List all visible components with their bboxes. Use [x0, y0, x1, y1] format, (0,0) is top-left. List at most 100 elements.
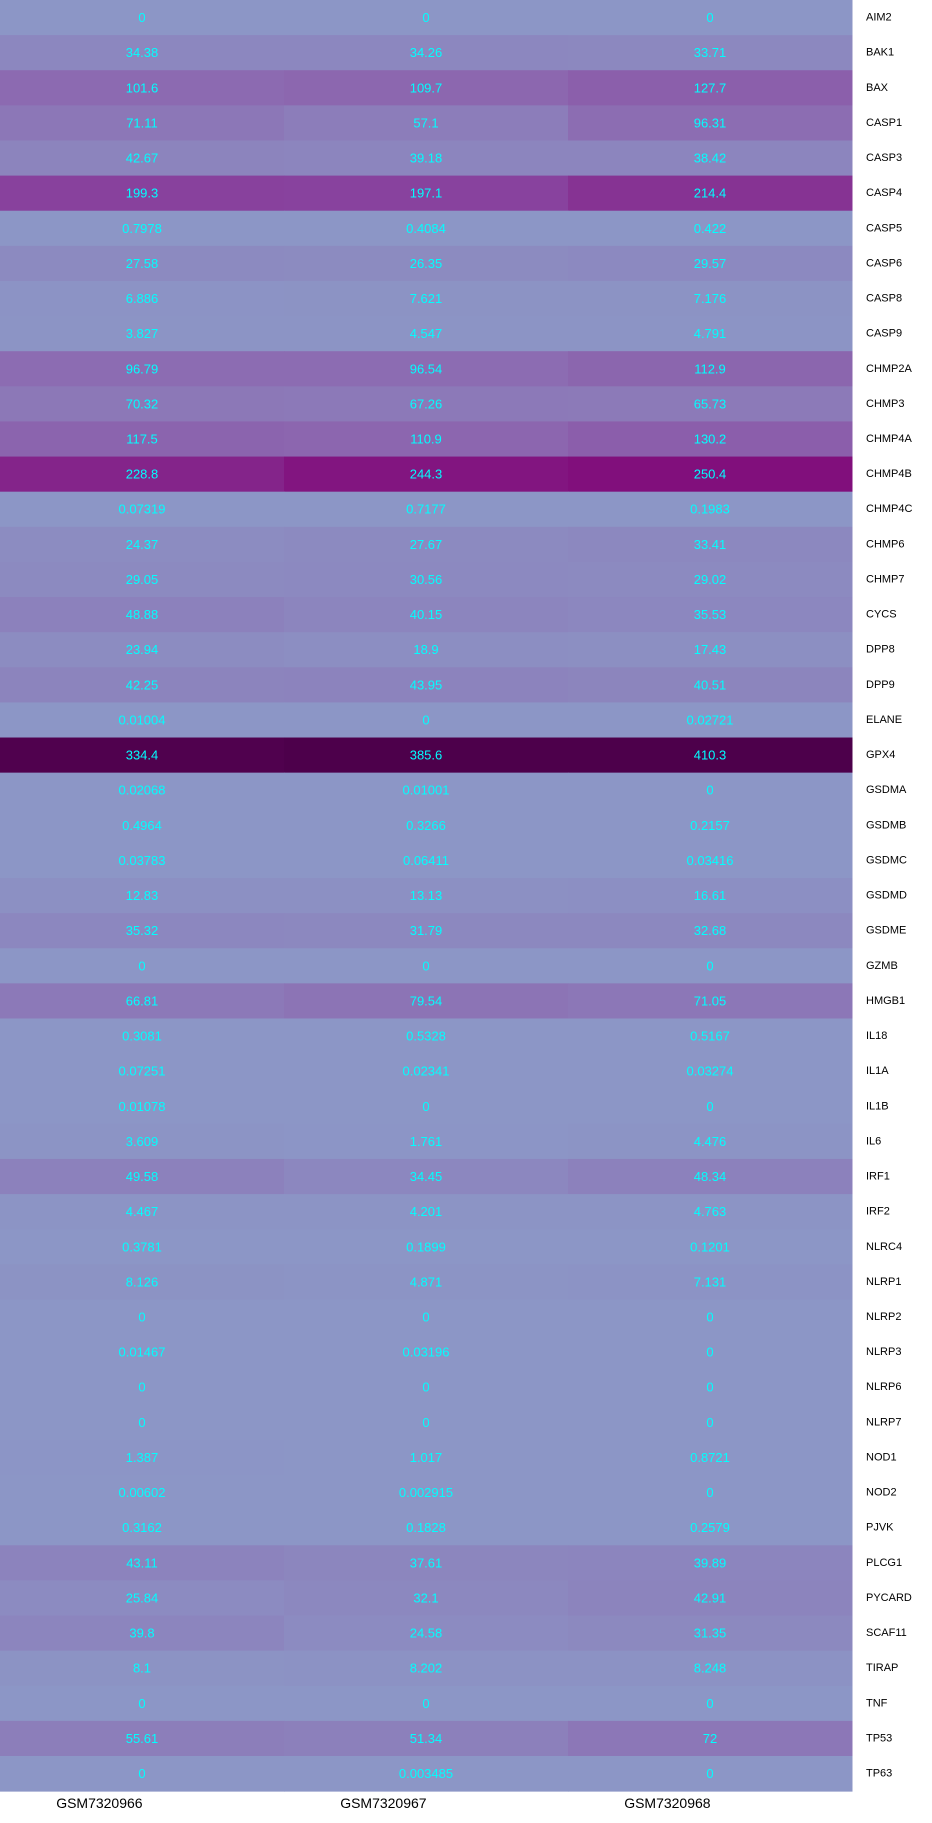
- gene-label: IL18: [866, 1030, 887, 1042]
- heatmap-cell: [568, 140, 853, 177]
- heatmap-cell: [568, 245, 853, 282]
- gene-label: IL1A: [866, 1065, 889, 1077]
- heatmap-cell: [0, 0, 285, 36]
- heatmap-cell-value: 31.35: [694, 1626, 727, 1641]
- heatmap-cell-value: 0.7978: [122, 221, 162, 236]
- heatmap-cell: [0, 491, 285, 528]
- heatmap-cell: [0, 1756, 285, 1792]
- heatmap-cell-value: 8.1: [133, 1661, 151, 1676]
- heatmap-cell-value: 250.4: [694, 467, 727, 482]
- heatmap-cell-value: 0.02721: [687, 712, 734, 727]
- heatmap-cell-value: 410.3: [694, 748, 727, 763]
- heatmap-cell-value: 0.5167: [690, 1029, 730, 1044]
- gene-label: PLCG1: [866, 1557, 902, 1569]
- heatmap-cell-value: 0.07251: [119, 1064, 166, 1079]
- heatmap-cell-value: 27.67: [410, 537, 443, 552]
- heatmap-cell-value: 32.1: [413, 1590, 438, 1605]
- heatmap-cell-values: 0 0 0 34.38 34.26 33.71 101.6 109.7 127.7 71.11 57…: [119, 10, 734, 1781]
- gene-label: CASP1: [866, 117, 902, 129]
- heatmap-cell-value: 0: [706, 783, 713, 798]
- heatmap-cell: [284, 175, 569, 212]
- heatmap-cell: [0, 983, 285, 1019]
- heatmap-cell: [0, 175, 285, 212]
- heatmap-cell: [568, 667, 853, 703]
- heatmap-cell: [568, 491, 853, 528]
- heatmap-cell-value: 67.26: [410, 396, 443, 411]
- heatmap-cell: [284, 1545, 569, 1581]
- heatmap-cell: [0, 245, 285, 282]
- heatmap-cell: [0, 1123, 285, 1160]
- heatmap-cell: [0, 1264, 285, 1300]
- heatmap-cell: [0, 1404, 285, 1441]
- heatmap-cell: [568, 772, 853, 809]
- heatmap-cell-value: 33.71: [694, 45, 727, 60]
- heatmap-cell: [568, 1299, 853, 1336]
- heatmap-cell-value: 12.83: [126, 888, 159, 903]
- heatmap-cell-value: 0.01078: [119, 1099, 166, 1114]
- heatmap-cell: [284, 245, 569, 282]
- heatmap-cell-value: 4.871: [410, 1274, 443, 1289]
- gene-label: GZMB: [866, 960, 898, 972]
- heatmap-cell: [284, 1475, 569, 1511]
- heatmap-cell-value: 8.248: [694, 1661, 727, 1676]
- heatmap-cell-value: 0.5328: [406, 1029, 446, 1044]
- heatmap-cell-value: 0.03196: [403, 1345, 450, 1360]
- heatmap-cell: [0, 842, 285, 879]
- gene-label: CHMP4B: [866, 468, 912, 480]
- heatmap-cell-value: 0: [138, 1766, 145, 1781]
- heatmap-cell-value: 244.3: [410, 467, 443, 482]
- heatmap-cell: [284, 1756, 569, 1792]
- heatmap-cell-value: 37.61: [410, 1555, 443, 1570]
- heatmap-cell-value: 110.9: [410, 432, 442, 447]
- heatmap-cell: [0, 1088, 285, 1125]
- gene-label: DPP9: [866, 679, 895, 691]
- heatmap-cell: [0, 1334, 285, 1371]
- gene-label: NLRP1: [866, 1276, 901, 1288]
- heatmap-cell-value: 3.609: [126, 1134, 159, 1149]
- sample-labels: GSM7320966 GSM7320967 GSM7320968: [56, 1795, 711, 1811]
- heatmap-cell-value: 96.79: [126, 361, 159, 376]
- heatmap-cell: [0, 1615, 285, 1652]
- heatmap-cell: [0, 280, 285, 317]
- gene-label: CYCS: [866, 609, 897, 621]
- heatmap-cell: [0, 1580, 285, 1617]
- heatmap-cell-value: 48.34: [694, 1169, 727, 1184]
- heatmap-cell-value: 0.3266: [406, 818, 446, 833]
- heatmap-cell: [284, 561, 569, 598]
- heatmap-cell: [284, 1053, 569, 1090]
- heatmap-cell-value: 0: [422, 10, 429, 25]
- heatmap-cell: [0, 1650, 285, 1687]
- heatmap-cell-value: 71.11: [126, 115, 158, 130]
- heatmap-cell-value: 29.57: [694, 256, 727, 271]
- heatmap-cell: [284, 597, 569, 633]
- heatmap-cell: [284, 1510, 569, 1546]
- heatmap-cell: [568, 1229, 853, 1265]
- heatmap-cell-value: 43.95: [410, 677, 443, 692]
- gene-label: CHMP6: [866, 538, 905, 550]
- heatmap-cell: [0, 632, 285, 668]
- gene-label: CHMP3: [866, 398, 905, 410]
- gene-label: CASP6: [866, 257, 902, 269]
- heatmap-cell-value: 0.7177: [406, 502, 446, 517]
- gene-label: CHMP7: [866, 573, 905, 585]
- heatmap-cell-value: 57.1: [413, 115, 438, 130]
- heatmap-cell: [568, 1194, 853, 1230]
- heatmap-cell: [0, 1299, 285, 1336]
- heatmap-cell-value: 0: [422, 1380, 429, 1395]
- heatmap-cell-value: 117.5: [126, 432, 158, 447]
- heatmap-cell-value: 29.02: [694, 572, 727, 587]
- heatmap-cell: [0, 807, 285, 844]
- heatmap-cell: [0, 737, 285, 774]
- heatmap-cell-value: 0: [138, 1310, 145, 1325]
- heatmap-cell-value: 35.53: [694, 607, 727, 622]
- heatmap-cell: [568, 561, 853, 598]
- heatmap-cell: [568, 632, 853, 668]
- heatmap-cell: [284, 316, 569, 352]
- heatmap-cell: [568, 0, 853, 36]
- gene-label: CHMP2A: [866, 363, 913, 375]
- heatmap-cell: [0, 948, 285, 984]
- heatmap-cell: [568, 1053, 853, 1090]
- heatmap-cell: [284, 1264, 569, 1300]
- heatmap-cell: [284, 983, 569, 1019]
- gene-label: NOD1: [866, 1451, 897, 1463]
